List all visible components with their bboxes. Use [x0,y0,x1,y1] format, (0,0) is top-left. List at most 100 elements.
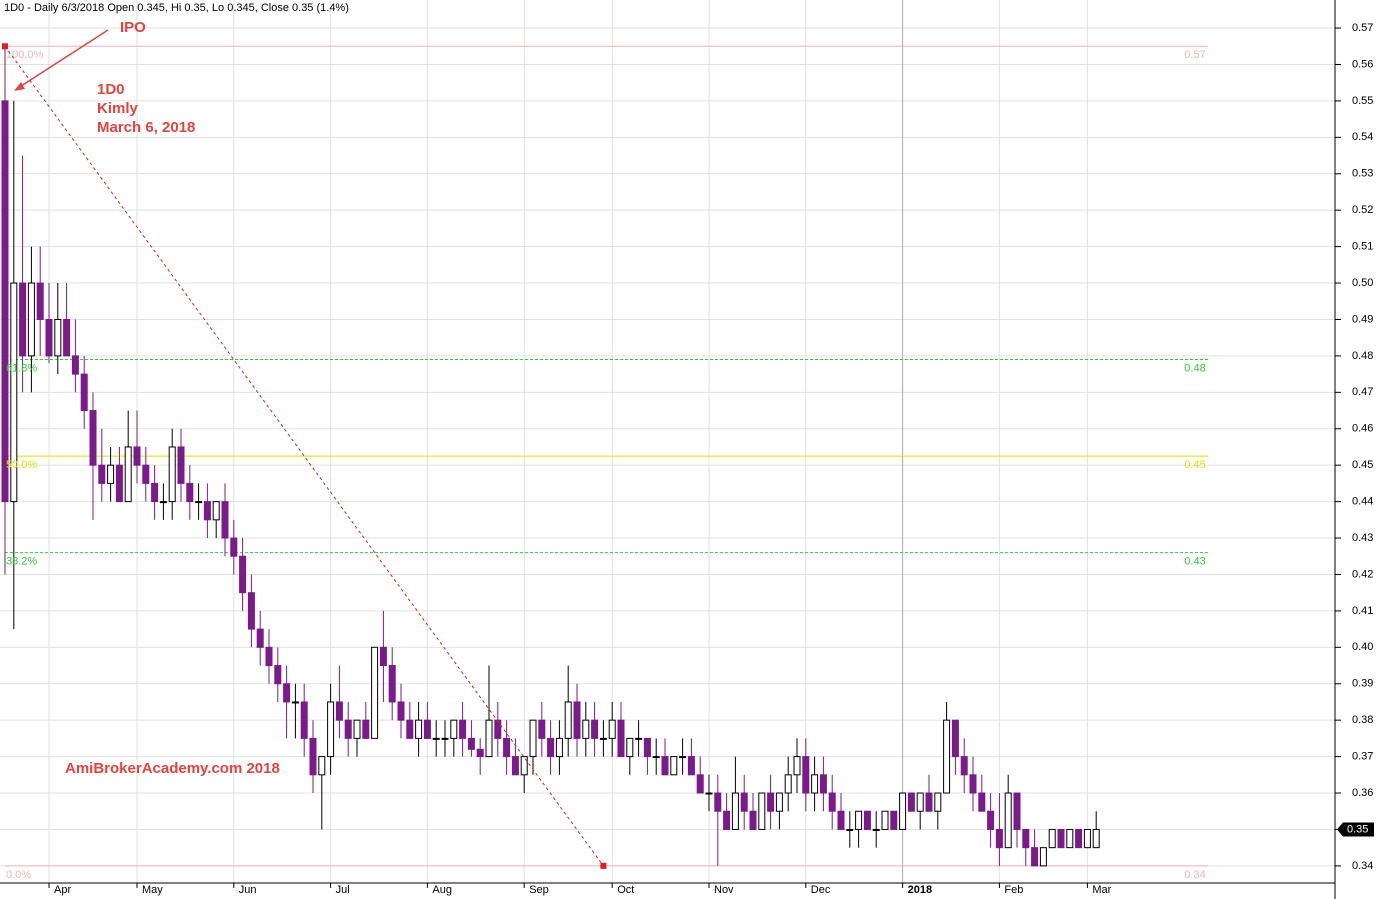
candle-body [837,810,845,830]
fib-label: 50.0% [6,459,37,471]
candle-body [555,737,563,758]
fib-label: 100.0% [6,49,44,61]
candle-body [582,719,590,739]
candle-body [467,737,475,750]
candle-body [784,774,792,794]
candle-body [423,719,431,739]
candle-body [661,756,669,776]
candle-body [881,810,889,830]
chart-title: 1D0 - Daily 6/3/2018 Open 0.345, Hi 0.35… [4,2,349,14]
y-tick-label: 0.39 [1352,678,1373,690]
candle-body [1075,828,1083,849]
candle-body [256,628,264,648]
candle-body [696,774,704,794]
candle-body [758,792,766,830]
candle-body [951,719,959,758]
x-tick-label: Oct [617,884,634,896]
candle-body [115,464,123,503]
candle-body [925,792,933,812]
candle-body [564,701,572,739]
candle-body [934,792,942,812]
candle-body [177,446,185,484]
candle-body [476,748,484,758]
candle-body [960,756,968,776]
candle-body [432,737,440,740]
candle-body [159,501,167,504]
fib-label: 38.2% [6,556,37,568]
candle-body [643,737,651,758]
candle-body [283,683,291,703]
fib-value-label: 0.57 [1184,49,1205,61]
candle-body [863,810,871,830]
candle-body [71,355,79,375]
candle-body [652,756,660,759]
candle-body [371,646,379,739]
y-tick-label: 0.43 [1352,532,1373,544]
y-tick-label: 0.56 [1352,58,1373,70]
candle-body [274,665,282,685]
candle-body [969,774,977,794]
candle-body [344,719,352,739]
price-tag [1337,822,1374,837]
candle-body [995,828,1003,849]
candle-body [1031,847,1039,867]
candle-body [872,828,880,831]
candle-body [318,756,326,776]
candle-body [907,792,915,812]
candle-body [221,501,229,539]
plot [1,46,1100,867]
candle-body [520,756,528,776]
candle-body [855,810,863,830]
y-tick-label: 0.53 [1352,168,1373,180]
candle-body [291,701,299,704]
y-tick-label: 0.52 [1352,204,1373,216]
candle-body [943,719,951,794]
candle-body [635,737,643,740]
y-tick-label: 0.34 [1352,860,1373,872]
y-tick-label: 0.54 [1352,131,1373,143]
candle-body [239,555,247,594]
x-tick-label: Dec [811,884,831,896]
arrow-head [14,82,25,91]
fib-label: 0.0% [6,869,31,881]
price-tag-label: 0.35 [1347,823,1368,835]
candle-body [811,774,819,794]
candle-body [195,501,203,504]
candle-body [899,792,907,830]
candle-body [767,792,775,812]
x-tick-label: Feb [1004,884,1023,896]
fib-value-label: 0.43 [1184,556,1205,568]
candle-body [379,646,387,667]
candle-body [1092,828,1100,849]
candle-body [36,282,44,320]
candle-body [353,719,361,739]
candle-body [793,756,801,776]
candle-body [485,719,493,758]
candle-body [916,792,924,812]
fib-label: 61.8% [6,362,37,374]
candle-body [151,482,159,503]
candle-body [775,792,783,812]
candle-body [186,482,194,503]
candle-body [45,318,53,357]
arrow [17,29,109,89]
fib-value-label: 0.48 [1184,362,1205,374]
candle-body [441,737,449,740]
candle-body [494,719,502,739]
candle-body [406,719,414,739]
candle-body [1,100,9,503]
fib-anchor [600,862,607,869]
annotation: 1D0 [97,81,125,98]
candle-body [168,446,176,503]
candle-body [54,318,62,357]
candle-body [890,810,898,830]
y-tick-label: 0.47 [1352,386,1373,398]
candle-body [230,537,238,557]
candle-body [1057,828,1065,849]
candle-body [397,701,405,721]
candle-body [740,792,748,812]
y-tick-label: 0.57 [1352,22,1373,34]
fib-value-label: 0.45 [1184,459,1205,471]
y-tick-label: 0.49 [1352,313,1373,325]
